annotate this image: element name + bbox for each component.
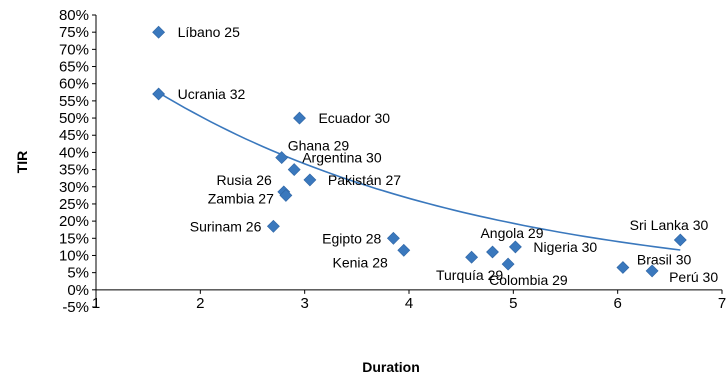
data-label: Egipto 28 bbox=[322, 230, 381, 246]
data-point bbox=[397, 243, 411, 257]
data-point bbox=[465, 250, 479, 264]
data-label: Nigeria 30 bbox=[533, 239, 597, 255]
data-label: Colombia 29 bbox=[489, 272, 568, 288]
y-tick-label: 75% bbox=[59, 24, 89, 41]
data-label: Turquía 29 bbox=[436, 267, 503, 283]
data-label: Argentina 30 bbox=[302, 150, 382, 166]
y-tick-label: 70% bbox=[59, 41, 89, 58]
y-tick-label: 25% bbox=[59, 196, 89, 213]
data-point bbox=[152, 87, 166, 101]
data-point bbox=[386, 231, 400, 245]
y-tick-label: 80% bbox=[59, 7, 89, 24]
data-label: Líbano 25 bbox=[178, 24, 240, 40]
data-label: Angola 29 bbox=[480, 225, 543, 241]
y-tick-label: 55% bbox=[59, 93, 89, 110]
data-point bbox=[152, 25, 166, 39]
y-tick-label: 15% bbox=[59, 230, 89, 247]
x-axis-title: Duration bbox=[362, 359, 420, 375]
data-label: Surinam 26 bbox=[190, 218, 262, 234]
plot-area: -5%0%5%10%15%20%25%30%35%40%45%50%55%60%… bbox=[59, 7, 726, 316]
data-point bbox=[279, 188, 293, 202]
data-label: Brasil 30 bbox=[637, 251, 692, 267]
data-label: Ucrania 32 bbox=[178, 86, 246, 102]
y-tick-label: 30% bbox=[59, 179, 89, 196]
data-point bbox=[275, 151, 289, 165]
y-tick-label: 10% bbox=[59, 247, 89, 264]
data-point bbox=[616, 261, 630, 274]
x-tick-label: 6 bbox=[613, 295, 621, 312]
y-axis-title: TIR bbox=[14, 151, 30, 174]
x-tick-label: 1 bbox=[92, 295, 100, 312]
x-tick-label: 4 bbox=[405, 295, 413, 312]
y-tick-label: 45% bbox=[59, 127, 89, 144]
trendline bbox=[158, 91, 681, 251]
data-label: Zambia 27 bbox=[208, 190, 274, 206]
data-label: Kenia 28 bbox=[333, 254, 388, 270]
x-tick-label: 3 bbox=[300, 295, 308, 312]
y-tick-label: 65% bbox=[59, 59, 89, 76]
x-tick-label: 7 bbox=[718, 295, 726, 312]
y-tick-label: -5% bbox=[62, 299, 89, 316]
data-label: Perú 30 bbox=[669, 269, 718, 285]
data-label: Rusia 26 bbox=[217, 172, 272, 188]
data-point bbox=[303, 173, 317, 187]
y-tick-label: 0% bbox=[67, 282, 89, 299]
y-tick-label: 60% bbox=[59, 76, 89, 93]
x-tick-label: 5 bbox=[509, 295, 517, 312]
data-point bbox=[293, 111, 306, 125]
data-label: Sri Lanka 30 bbox=[630, 217, 709, 233]
data-point bbox=[673, 233, 687, 247]
y-tick-label: 5% bbox=[67, 265, 89, 282]
y-tick-label: 40% bbox=[59, 144, 89, 161]
data-label: Pakistán 27 bbox=[328, 172, 401, 188]
data-point bbox=[287, 163, 301, 177]
data-point bbox=[645, 264, 659, 278]
data-label: Ghana 29 bbox=[288, 138, 350, 154]
data-point bbox=[508, 240, 522, 254]
data-point bbox=[266, 219, 280, 233]
y-tick-label: 35% bbox=[59, 162, 89, 179]
data-point bbox=[501, 257, 515, 271]
y-tick-label: 50% bbox=[59, 110, 89, 127]
data-point bbox=[486, 245, 499, 259]
data-label: Ecuador 30 bbox=[318, 110, 390, 126]
x-tick-label: 2 bbox=[196, 295, 204, 312]
y-tick-label: 20% bbox=[59, 213, 89, 230]
